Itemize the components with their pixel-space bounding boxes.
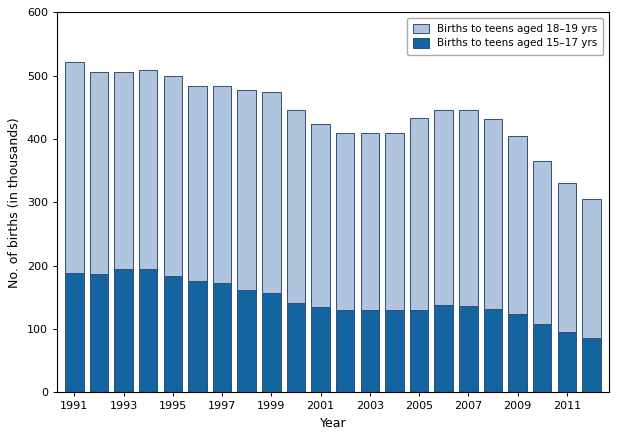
Bar xyxy=(508,314,527,392)
Bar xyxy=(360,133,379,311)
Bar xyxy=(533,325,552,392)
Bar xyxy=(114,72,133,268)
Bar xyxy=(336,310,354,392)
Y-axis label: No. of births (in thousands): No. of births (in thousands) xyxy=(9,117,22,287)
Bar xyxy=(89,72,108,274)
Bar xyxy=(262,92,281,293)
Bar xyxy=(434,305,453,392)
Bar xyxy=(188,281,207,392)
Bar xyxy=(139,70,157,269)
Bar xyxy=(238,90,256,290)
Bar xyxy=(360,311,379,392)
Bar xyxy=(312,124,329,307)
Bar xyxy=(312,307,329,392)
Bar xyxy=(582,199,601,338)
Bar xyxy=(410,118,428,310)
Bar xyxy=(434,110,453,305)
Bar xyxy=(114,268,133,392)
Bar xyxy=(238,290,256,392)
Bar xyxy=(188,86,207,281)
Bar xyxy=(558,183,576,332)
Bar xyxy=(533,161,552,325)
Bar xyxy=(484,308,502,392)
Bar xyxy=(139,269,157,392)
Bar xyxy=(484,119,502,308)
X-axis label: Year: Year xyxy=(320,417,346,430)
Bar xyxy=(582,338,601,392)
Bar xyxy=(213,86,231,283)
Bar xyxy=(558,332,576,392)
Bar xyxy=(410,310,428,392)
Bar xyxy=(459,110,478,306)
Legend: Births to teens aged 18–19 yrs, Births to teens aged 15–17 yrs: Births to teens aged 18–19 yrs, Births t… xyxy=(407,18,603,55)
Bar xyxy=(508,136,527,314)
Bar xyxy=(213,283,231,392)
Bar xyxy=(164,276,182,392)
Bar xyxy=(287,303,305,392)
Bar xyxy=(164,76,182,276)
Bar xyxy=(287,110,305,303)
Bar xyxy=(89,274,108,392)
Bar xyxy=(385,133,404,311)
Bar xyxy=(459,306,478,392)
Bar xyxy=(262,293,281,392)
Bar xyxy=(336,133,354,310)
Bar xyxy=(65,273,83,392)
Bar xyxy=(65,62,83,273)
Bar xyxy=(385,311,404,392)
